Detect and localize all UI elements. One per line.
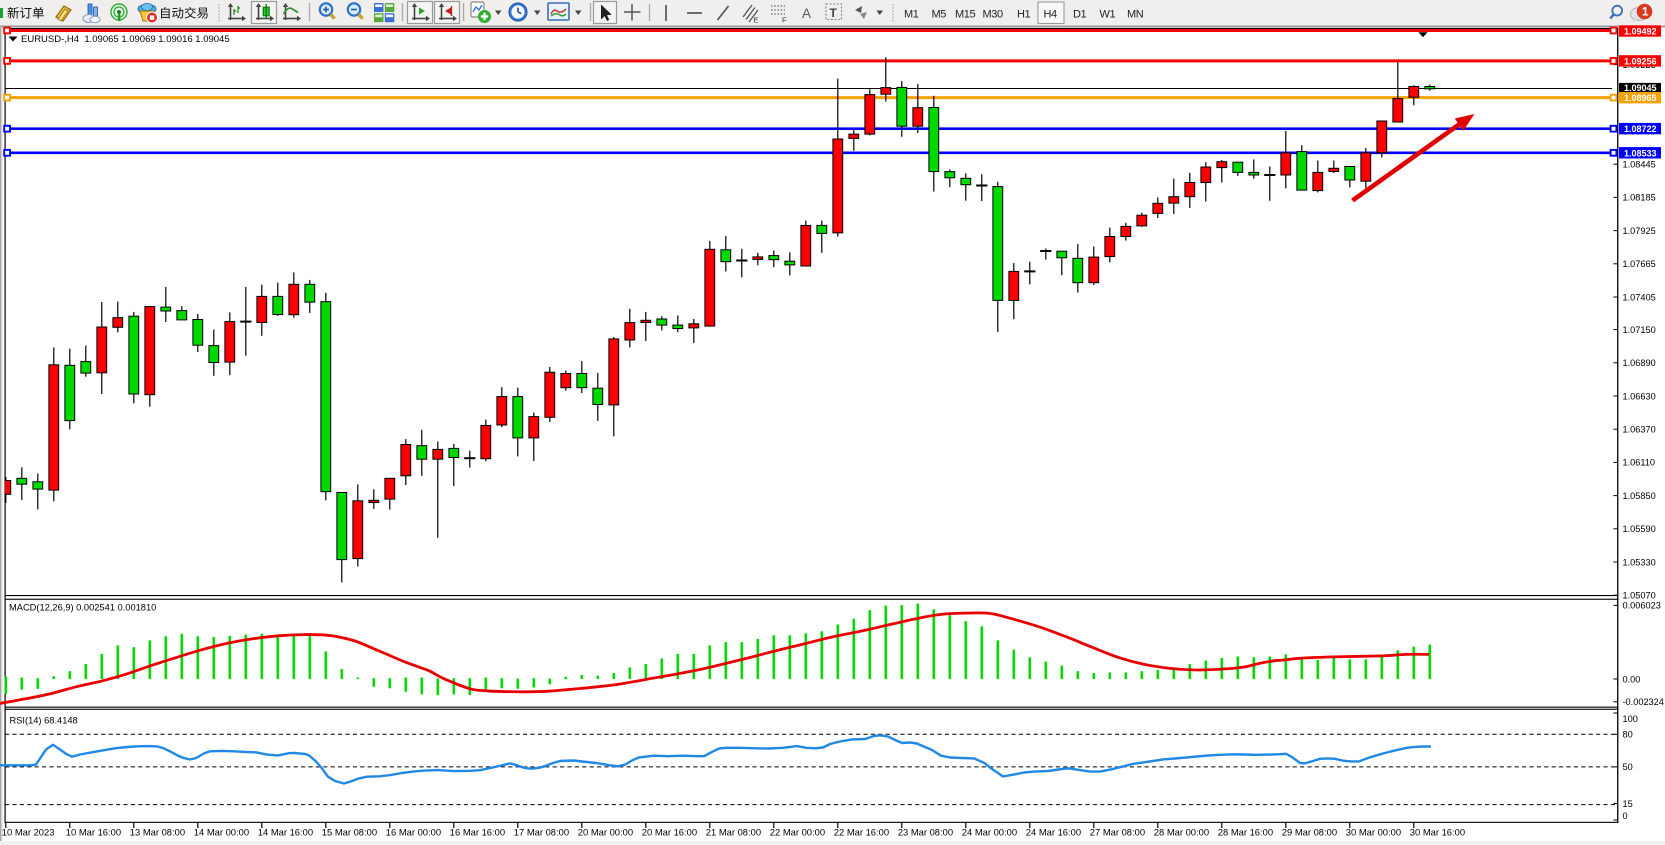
svg-text:0.006023: 0.006023 — [1623, 601, 1661, 611]
svg-text:H4: H4 — [1044, 9, 1058, 21]
svg-text:1.08722: 1.08722 — [1624, 124, 1657, 134]
svg-text:30 Mar 00:00: 30 Mar 00:00 — [1346, 827, 1401, 838]
svg-text:MACD(12,26,9) 0.002541 0.00181: MACD(12,26,9) 0.002541 0.001810 — [9, 603, 156, 613]
svg-text:16 Mar 00:00: 16 Mar 00:00 — [386, 827, 441, 838]
svg-text:1.06630: 1.06630 — [1623, 391, 1656, 401]
svg-text:EURUSD-,H4 1.09065 1.09069 1.: EURUSD-,H4 1.09065 1.09069 1.09016 1.090… — [21, 34, 230, 45]
svg-text:1.08185: 1.08185 — [1623, 193, 1656, 203]
svg-text:M1: M1 — [904, 9, 919, 21]
svg-text:H1: H1 — [1017, 9, 1031, 21]
svg-text:-0.002324: -0.002324 — [1623, 697, 1664, 707]
svg-text:W1: W1 — [1100, 9, 1116, 21]
svg-text:1.05070: 1.05070 — [1623, 591, 1656, 601]
svg-text:1.06370: 1.06370 — [1623, 425, 1656, 435]
svg-text:F: F — [782, 16, 787, 25]
svg-text:1.08965: 1.08965 — [1624, 93, 1657, 103]
svg-text:16 Mar 16:00: 16 Mar 16:00 — [450, 827, 505, 838]
svg-text:28 Mar 00:00: 28 Mar 00:00 — [1154, 827, 1209, 838]
svg-text:14 Mar 16:00: 14 Mar 16:00 — [258, 827, 313, 838]
svg-text:1.06890: 1.06890 — [1623, 358, 1656, 368]
svg-text:22 Mar 00:00: 22 Mar 00:00 — [770, 827, 825, 838]
svg-text:1.07150: 1.07150 — [1623, 325, 1656, 335]
svg-text:RSI(14) 68.4148: RSI(14) 68.4148 — [10, 716, 78, 726]
svg-text:1.09492: 1.09492 — [1624, 27, 1657, 37]
svg-text:E: E — [754, 16, 759, 25]
svg-text:1.09045: 1.09045 — [1624, 83, 1657, 93]
svg-text:22 Mar 16:00: 22 Mar 16:00 — [834, 827, 889, 838]
svg-text:1.05850: 1.05850 — [1623, 491, 1656, 501]
svg-text:15 Mar 08:00: 15 Mar 08:00 — [322, 827, 377, 838]
svg-text:100: 100 — [1623, 714, 1638, 724]
svg-text:M5: M5 — [932, 9, 947, 21]
svg-text:0: 0 — [1623, 811, 1628, 821]
svg-text:1.08445: 1.08445 — [1623, 160, 1656, 170]
svg-text:A: A — [802, 6, 811, 21]
svg-text:10 Mar 16:00: 10 Mar 16:00 — [66, 827, 121, 838]
svg-text:1: 1 — [1642, 7, 1649, 19]
svg-text:1.06110: 1.06110 — [1623, 458, 1656, 468]
svg-text:10 Mar 2023: 10 Mar 2023 — [2, 827, 55, 838]
svg-text:24 Mar 00:00: 24 Mar 00:00 — [962, 827, 1017, 838]
svg-text:MN: MN — [1127, 9, 1144, 21]
svg-text:20 Mar 00:00: 20 Mar 00:00 — [578, 827, 633, 838]
svg-text:0.00: 0.00 — [1623, 674, 1641, 684]
svg-text:1.07925: 1.07925 — [1623, 226, 1656, 236]
svg-text:M15: M15 — [955, 9, 975, 21]
svg-text:D1: D1 — [1073, 9, 1087, 21]
svg-text:15: 15 — [1623, 799, 1633, 809]
svg-text:21 Mar 08:00: 21 Mar 08:00 — [706, 827, 761, 838]
svg-text:80: 80 — [1623, 730, 1633, 740]
svg-text:23 Mar 08:00: 23 Mar 08:00 — [898, 827, 953, 838]
svg-text:24 Mar 16:00: 24 Mar 16:00 — [1026, 827, 1081, 838]
svg-text:29 Mar 08:00: 29 Mar 08:00 — [1282, 827, 1337, 838]
svg-text:20 Mar 16:00: 20 Mar 16:00 — [642, 827, 697, 838]
svg-text:1.08533: 1.08533 — [1624, 148, 1657, 158]
svg-text:28 Mar 16:00: 28 Mar 16:00 — [1218, 827, 1273, 838]
svg-text:1.07665: 1.07665 — [1623, 259, 1656, 269]
svg-text:1.05590: 1.05590 — [1623, 524, 1656, 534]
svg-text:M30: M30 — [983, 9, 1003, 21]
svg-text:27 Mar 08:00: 27 Mar 08:00 — [1090, 827, 1145, 838]
svg-text:50: 50 — [1623, 762, 1633, 772]
svg-text:1.09256: 1.09256 — [1624, 56, 1657, 66]
svg-text:13 Mar 08:00: 13 Mar 08:00 — [130, 827, 185, 838]
svg-text:14 Mar 00:00: 14 Mar 00:00 — [194, 827, 249, 838]
svg-text:30 Mar 16:00: 30 Mar 16:00 — [1410, 827, 1465, 838]
svg-text:1.07405: 1.07405 — [1623, 292, 1656, 302]
svg-text:17 Mar 08:00: 17 Mar 08:00 — [514, 827, 569, 838]
svg-text:1.05330: 1.05330 — [1623, 557, 1656, 567]
svg-text:T: T — [830, 6, 838, 20]
